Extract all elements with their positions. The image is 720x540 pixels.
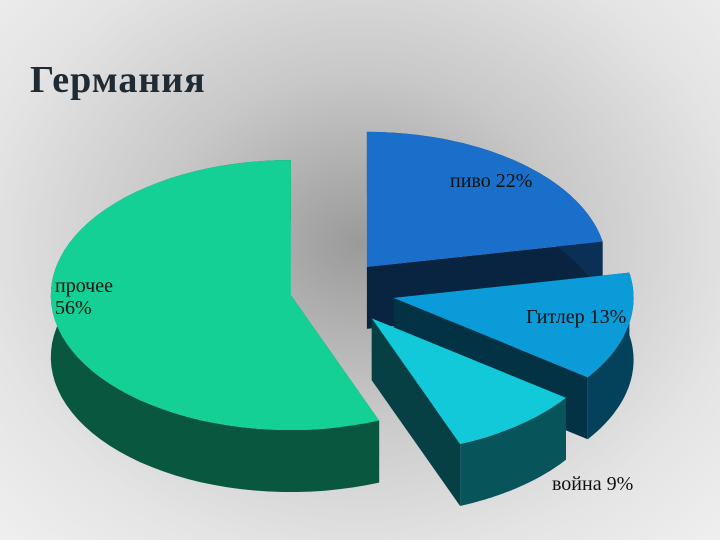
slice — [393, 272, 634, 378]
data-label: пиво 22% — [450, 170, 533, 192]
slice-side — [371, 318, 461, 506]
data-label: Гитлер 13% — [526, 306, 627, 328]
slice-wall — [460, 397, 566, 506]
slide-title: Германия — [30, 59, 206, 101]
slice — [371, 318, 566, 444]
slice-wall — [587, 272, 634, 440]
data-label: прочее 56% — [55, 275, 113, 319]
slice — [366, 131, 603, 267]
data-label: война 9% — [552, 473, 634, 495]
slice — [50, 160, 380, 430]
